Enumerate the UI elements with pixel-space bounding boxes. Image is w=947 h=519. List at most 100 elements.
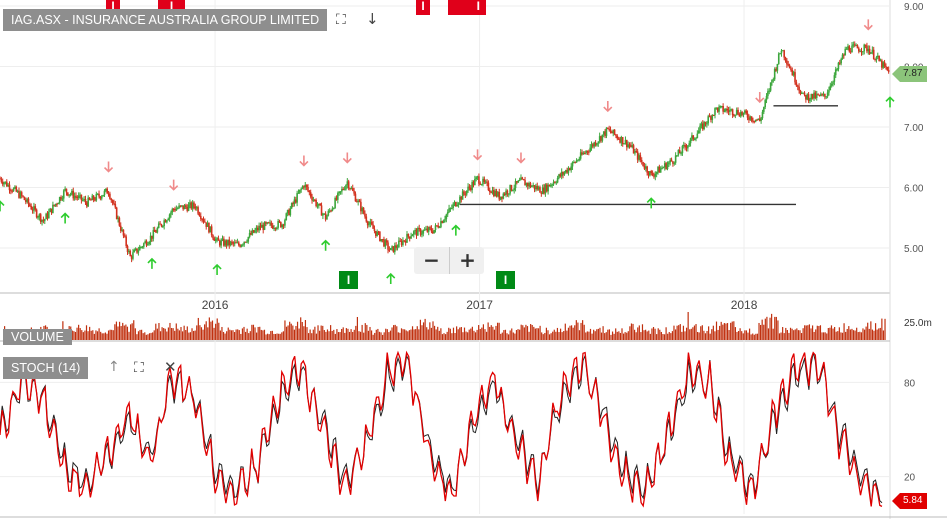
volume-bar <box>780 332 782 340</box>
price-candle <box>91 195 94 201</box>
price-candle <box>826 92 829 97</box>
price-candle <box>292 203 294 205</box>
event-marker-red[interactable]: I <box>448 0 486 15</box>
price-candle <box>685 147 688 149</box>
zoom-out-button[interactable]: − <box>423 248 440 272</box>
price-candle <box>105 188 107 191</box>
volume-bar <box>219 330 221 340</box>
event-marker-green[interactable]: I <box>496 271 515 289</box>
price-candle <box>366 221 369 226</box>
volume-bar <box>645 329 647 340</box>
price-candle <box>853 44 856 46</box>
close-icon[interactable]: ✕ <box>164 358 177 376</box>
event-marker-red[interactable]: I <box>416 0 430 15</box>
volume-bar <box>438 330 440 340</box>
volume-bar <box>537 328 540 340</box>
volume-bar <box>800 333 803 340</box>
volume-bar <box>726 323 729 340</box>
price-candle <box>0 178 1 180</box>
volume-bar <box>76 327 78 340</box>
volume-bar <box>545 327 547 340</box>
volume-bar <box>243 326 245 340</box>
price-candle <box>31 209 34 211</box>
price-candle <box>232 242 235 244</box>
event-marker-green[interactable]: I <box>339 271 358 289</box>
price-candle <box>746 113 749 118</box>
price-candle <box>886 67 889 71</box>
price-candle <box>274 228 277 230</box>
price-candle <box>856 45 859 49</box>
price-candle <box>296 193 298 203</box>
volume-bar <box>627 331 629 340</box>
volume-bar <box>878 328 880 340</box>
move-up-icon[interactable]: ↑ <box>108 359 120 375</box>
volume-bar <box>840 332 842 340</box>
price-candle <box>567 168 570 173</box>
volume-bar <box>756 333 759 340</box>
price-candle <box>197 207 199 214</box>
price-candle <box>852 44 855 46</box>
price-candle <box>53 204 56 206</box>
price-candle <box>440 221 442 228</box>
volume-bar <box>284 320 286 340</box>
price-candle <box>343 189 346 191</box>
price-candle <box>887 70 890 72</box>
price-candle <box>731 109 734 116</box>
price-candle <box>689 138 692 144</box>
candles <box>0 41 890 263</box>
volume-bar <box>117 326 119 340</box>
volume-bar <box>685 327 688 340</box>
zoom-in-button[interactable]: + <box>449 247 485 274</box>
price-candle <box>513 188 515 191</box>
price-candle <box>630 145 632 147</box>
price-candle <box>247 236 250 242</box>
price-candle <box>617 138 620 140</box>
price-candle <box>636 151 639 160</box>
price-candle <box>77 195 80 199</box>
price-candle <box>491 189 494 194</box>
volume-bar <box>285 326 288 340</box>
fullscreen-icon[interactable]: ⛶ <box>336 12 346 28</box>
zoom-control: − + <box>414 247 484 274</box>
price-candle <box>533 185 536 190</box>
price-candle <box>525 183 528 186</box>
volume-bar <box>649 333 651 340</box>
price-candle <box>697 130 700 134</box>
volume-bar <box>667 333 669 340</box>
volume-bar <box>181 331 184 340</box>
volume-bar <box>722 324 724 340</box>
price-candle <box>113 203 115 205</box>
fullscreen-icon[interactable]: ⛶ <box>134 360 144 376</box>
price-candle <box>700 123 703 126</box>
volume-bar <box>270 331 272 340</box>
download-icon[interactable]: ↓ <box>366 10 379 28</box>
volume-bar <box>640 332 642 340</box>
price-candle <box>718 106 720 112</box>
volume-bar <box>815 329 817 340</box>
volume-bar <box>468 329 470 340</box>
price-candle <box>376 231 378 236</box>
price-candle <box>289 208 292 216</box>
price-candle <box>855 45 857 47</box>
volume-bar <box>427 329 429 340</box>
volume-bar <box>742 333 744 340</box>
price-candle <box>183 205 186 210</box>
price-candle <box>412 231 415 235</box>
price-candle <box>488 190 491 192</box>
price-candle <box>170 212 172 215</box>
volume-bar <box>170 327 173 340</box>
volume-bar <box>123 325 125 340</box>
price-candle <box>271 225 274 229</box>
volume-bar <box>467 332 469 340</box>
volume-bar <box>509 330 511 340</box>
price-candle <box>195 207 198 209</box>
volume-bar <box>213 327 215 340</box>
volume-bar <box>74 331 77 340</box>
volume-bar <box>95 330 97 340</box>
price-candle <box>551 184 553 186</box>
price-candle <box>720 105 723 107</box>
volume-bar <box>638 325 640 340</box>
volume-bar <box>415 329 417 340</box>
price-candle <box>833 75 836 82</box>
price-candle <box>836 69 838 71</box>
